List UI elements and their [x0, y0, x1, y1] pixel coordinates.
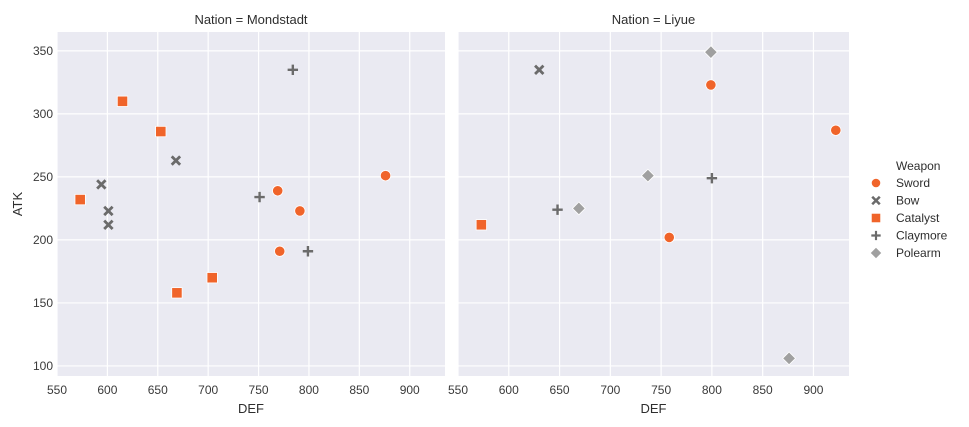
- x-tick-label: 750: [651, 383, 671, 397]
- point-claymore: [706, 172, 718, 184]
- point-catalyst: [475, 219, 487, 231]
- x-tick-label: 850: [349, 383, 369, 397]
- legend-marker-sword: [870, 177, 882, 189]
- legend-marker-bow: [871, 195, 881, 206]
- y-tick-label: 350: [33, 44, 53, 58]
- legend-entry-polearm: Polearm: [896, 246, 941, 260]
- x-tick-label: 700: [198, 383, 218, 397]
- x-tick-label: 850: [753, 383, 773, 397]
- x-tick-label: 800: [702, 383, 722, 397]
- x-tick-label: 700: [600, 383, 620, 397]
- y-tick-label: 200: [33, 233, 53, 247]
- point-bow: [96, 179, 107, 190]
- legend-entry-claymore: Claymore: [896, 229, 948, 243]
- point-polearm: [571, 201, 586, 216]
- panel-2-background: [458, 32, 849, 376]
- x-tick-label: 600: [499, 383, 519, 397]
- panel-1-background: [57, 32, 445, 376]
- point-bow: [103, 219, 114, 230]
- x-tick-label: 550: [448, 383, 468, 397]
- point-sword: [294, 205, 306, 217]
- point-polearm: [640, 168, 655, 183]
- point-polearm: [782, 351, 797, 366]
- point-sword: [663, 231, 675, 243]
- point-catalyst: [74, 193, 86, 206]
- point-claymore: [254, 191, 265, 203]
- point-sword: [379, 170, 392, 182]
- y-tick-label: 250: [33, 170, 53, 184]
- legend-marker-polearm: [869, 246, 883, 260]
- legend-marker-claymore: [871, 230, 881, 241]
- point-sword: [705, 79, 717, 91]
- point-claymore: [302, 246, 314, 257]
- legend-title: Weapon: [896, 159, 940, 173]
- y-tick-label: 150: [33, 296, 53, 310]
- point-claymore: [552, 204, 563, 215]
- legend-entry-bow: Bow: [896, 194, 920, 208]
- x-tick-label: 750: [249, 383, 269, 397]
- point-catalyst: [155, 125, 167, 138]
- point-sword: [830, 124, 842, 136]
- point-sword: [272, 185, 284, 197]
- legend-marker-catalyst: [870, 212, 882, 224]
- y-axis-label: ATK: [10, 192, 25, 217]
- point-bow: [103, 205, 114, 217]
- y-tick-label: 100: [33, 359, 53, 373]
- point-claymore: [287, 64, 299, 76]
- legend-entry-catalyst: Catalyst: [896, 211, 940, 225]
- point-bow: [534, 64, 545, 75]
- y-tick-label: 300: [33, 107, 53, 121]
- x-tick-label: 800: [299, 383, 319, 397]
- x-tick-label: 600: [97, 383, 117, 397]
- x-tick-label: 650: [550, 383, 570, 397]
- point-polearm: [703, 45, 718, 60]
- panel-title: Nation = Liyue: [612, 12, 695, 27]
- x-tick-label: 550: [47, 383, 67, 397]
- panel-title: Nation = Mondstadt: [194, 12, 307, 27]
- x-axis-label: DEF: [641, 401, 667, 416]
- x-tick-label: 650: [148, 383, 168, 397]
- point-catalyst: [206, 272, 218, 284]
- point-sword: [274, 245, 286, 257]
- legend-entry-sword: Sword: [896, 176, 930, 190]
- x-tick-label: 900: [400, 383, 420, 397]
- point-bow: [170, 155, 182, 166]
- x-tick-label: 900: [803, 383, 823, 397]
- point-catalyst: [116, 95, 129, 107]
- point-catalyst: [171, 287, 183, 299]
- x-axis-label: DEF: [238, 401, 264, 416]
